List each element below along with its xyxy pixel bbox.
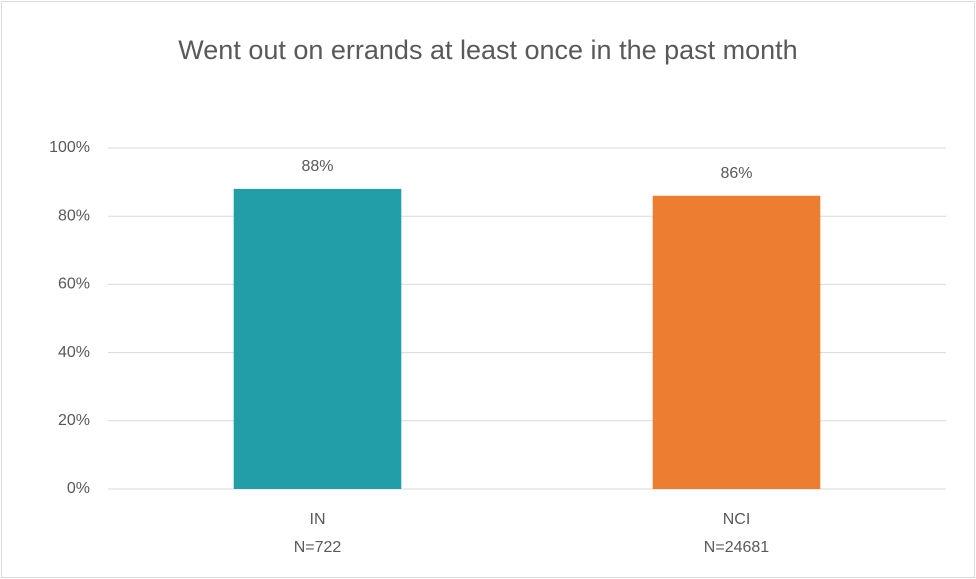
- y-tick-label: 0%: [67, 480, 90, 497]
- y-tick-label: 40%: [58, 344, 90, 361]
- x-tick-sublabel: N=722: [294, 539, 342, 556]
- data-label: 88%: [301, 158, 333, 175]
- x-tick-sublabel: N=24681: [704, 539, 769, 556]
- x-tick-label: IN: [310, 511, 326, 528]
- data-label: 86%: [720, 165, 752, 182]
- y-tick-label: 20%: [58, 412, 90, 429]
- y-tick-label: 100%: [49, 139, 90, 156]
- bar: [652, 195, 821, 490]
- y-tick-label: 60%: [58, 276, 90, 293]
- bar: [233, 188, 402, 490]
- x-tick-label: NCI: [723, 511, 751, 528]
- y-tick-label: 80%: [58, 207, 90, 224]
- chart-title: Went out on errands at least once in the…: [178, 35, 798, 65]
